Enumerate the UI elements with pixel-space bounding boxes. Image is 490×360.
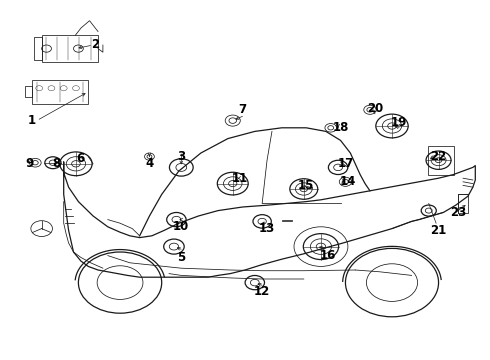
Text: 13: 13 bbox=[259, 222, 275, 235]
Text: 11: 11 bbox=[232, 172, 248, 185]
Text: 22: 22 bbox=[430, 150, 447, 163]
Text: 20: 20 bbox=[367, 102, 383, 114]
Text: 4: 4 bbox=[146, 157, 153, 170]
Text: 9: 9 bbox=[25, 157, 33, 170]
Bar bbox=[458, 194, 468, 213]
Text: 10: 10 bbox=[173, 220, 190, 233]
Text: 15: 15 bbox=[298, 179, 315, 192]
Text: 19: 19 bbox=[391, 116, 408, 129]
Bar bbox=[42, 35, 98, 62]
Text: 8: 8 bbox=[52, 157, 60, 170]
Text: 2: 2 bbox=[92, 39, 99, 51]
Text: 17: 17 bbox=[337, 157, 354, 170]
Text: 16: 16 bbox=[320, 249, 337, 262]
Bar bbox=[32, 80, 88, 104]
Text: 21: 21 bbox=[430, 224, 447, 237]
Text: 5: 5 bbox=[177, 251, 185, 264]
Bar bbox=[34, 37, 42, 60]
Bar bbox=[427, 146, 455, 175]
Text: 3: 3 bbox=[177, 150, 185, 163]
Text: 6: 6 bbox=[77, 152, 85, 165]
Text: 23: 23 bbox=[450, 206, 466, 219]
Text: 18: 18 bbox=[332, 121, 349, 134]
Bar bbox=[24, 86, 32, 97]
Text: 7: 7 bbox=[239, 103, 246, 116]
Text: 1: 1 bbox=[28, 114, 36, 127]
Text: 14: 14 bbox=[340, 175, 356, 188]
Text: 12: 12 bbox=[254, 285, 270, 298]
